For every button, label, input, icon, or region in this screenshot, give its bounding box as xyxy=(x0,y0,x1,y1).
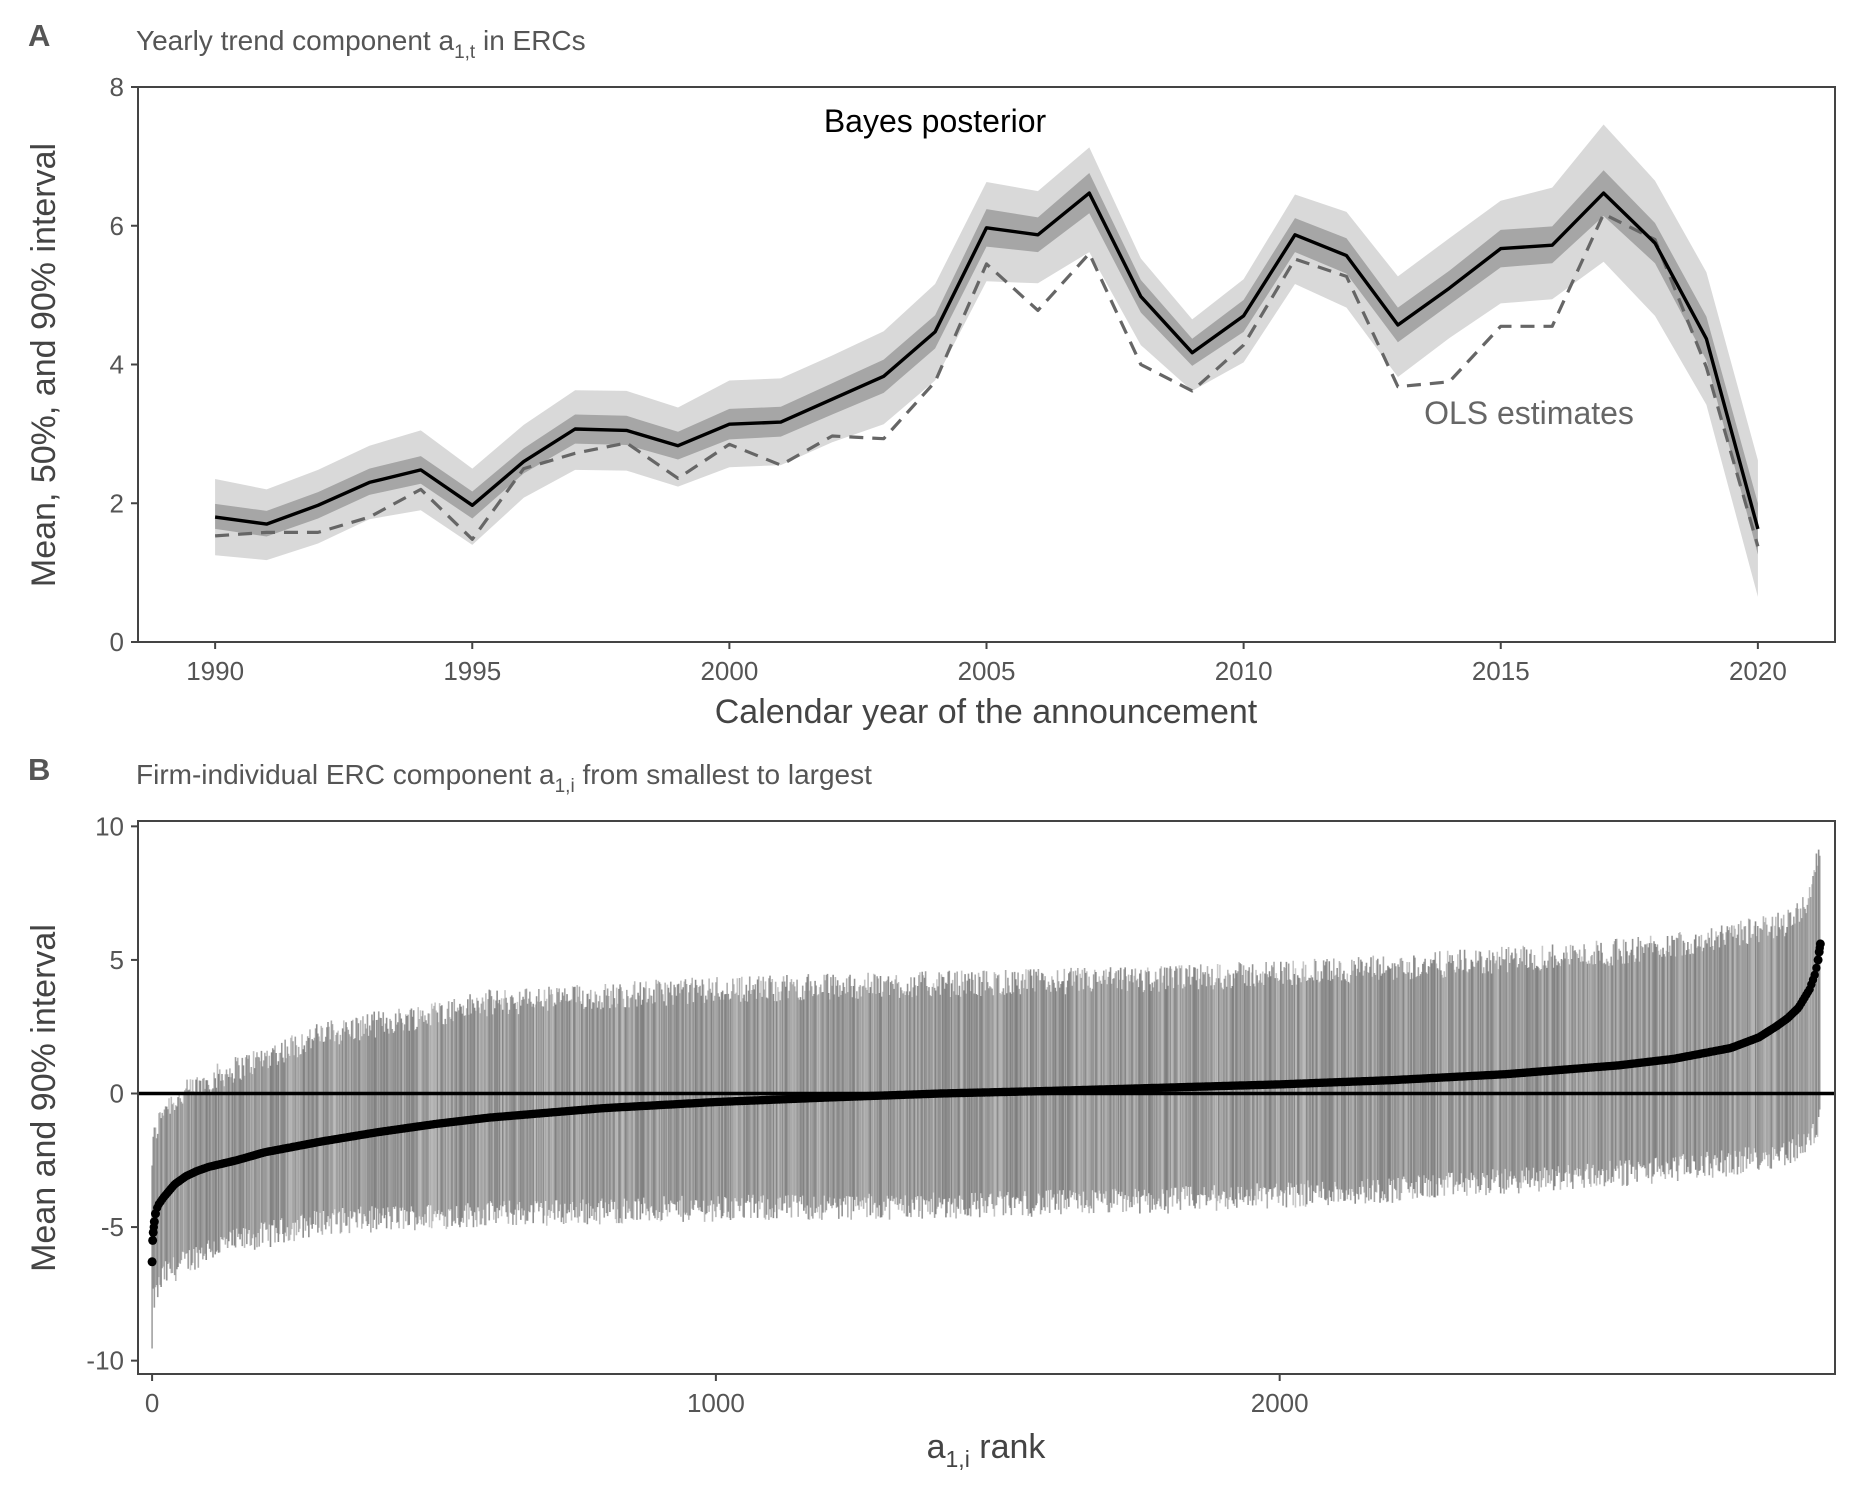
interval-bars xyxy=(151,849,1821,1349)
panel-b-x-title-rest: rank xyxy=(970,1428,1047,1466)
mean-point xyxy=(150,1209,160,1219)
panel-b-x-title-sub: 1,i xyxy=(946,1446,970,1472)
mean-points xyxy=(147,939,1825,1267)
panel-b-frame xyxy=(137,820,1836,1375)
ols-estimates-label: OLS estimates xyxy=(1424,395,1634,431)
panel-b-subtitle-rest: from smallest to largest xyxy=(575,759,872,790)
bayes-posterior-label: Bayes posterior xyxy=(824,103,1047,139)
panel-a-subtitle-main: Yearly trend component a xyxy=(136,25,454,56)
y-tick-label: 2 xyxy=(110,488,124,518)
panel-b-subtitle: Firm-individual ERC component a1,i from … xyxy=(136,759,872,797)
x-tick-label: 2000 xyxy=(700,656,758,686)
panel-b-plot-area xyxy=(138,849,1835,1349)
bayes-posterior-mean-line xyxy=(214,191,1760,530)
mean-point xyxy=(149,1217,159,1227)
x-tick-label: 2005 xyxy=(958,656,1016,686)
mean-point xyxy=(1813,955,1823,965)
x-tick-label: 2000 xyxy=(1251,1388,1309,1418)
panel-a-y-axis-title: Mean, 50%, and 90% interval xyxy=(25,143,63,587)
x-tick-label: 1990 xyxy=(186,656,244,686)
panel-b-x-axis-title: a1,i rank xyxy=(927,1428,1047,1472)
ols-estimates-line xyxy=(214,212,1760,547)
mean-point xyxy=(148,1227,158,1237)
panel-a-ticks: 1990 1995 2000 2005 2010 2015 2020 0 2 4 6 8 xyxy=(110,72,1787,686)
panel-b-y-axis-title: Mean and 90% interval xyxy=(25,924,63,1272)
panel-a-plot-area xyxy=(214,124,1760,597)
x-tick-label: 1995 xyxy=(443,656,501,686)
mean-point xyxy=(1815,939,1825,949)
mean-point xyxy=(147,1257,157,1267)
mean-point xyxy=(1810,970,1819,980)
y-tick-label: 0 xyxy=(110,1078,124,1108)
panel-b-subtitle-sub: 1,i xyxy=(555,776,575,797)
panel-b-x-title-main: a xyxy=(927,1428,946,1466)
panel-a-letter: A xyxy=(28,18,50,53)
y-tick-label: 4 xyxy=(110,350,124,380)
panel-b-ticks: 0 1000 2000 -10 -5 0 5 10 xyxy=(86,811,1308,1418)
x-tick-label: 2010 xyxy=(1215,656,1273,686)
mean-point xyxy=(1814,947,1824,957)
y-tick-label: 10 xyxy=(95,811,124,841)
y-tick-label: 8 xyxy=(110,72,124,102)
band-90-interval xyxy=(215,124,1758,597)
panel-b-letter: B xyxy=(28,752,50,787)
panel-a-subtitle: Yearly trend component a1,t in ERCs xyxy=(136,25,586,63)
panel-a-subtitle-sub: 1,t xyxy=(454,42,476,63)
band-50-interval xyxy=(215,170,1758,555)
panel-a: A Yearly trend component a1,t in ERCs 19… xyxy=(25,18,1836,731)
x-tick-label: 0 xyxy=(145,1388,159,1418)
panel-b-subtitle-main: Firm-individual ERC component a xyxy=(136,759,555,790)
panel-b: B Firm-individual ERC component a1,i fro… xyxy=(25,752,1836,1472)
y-tick-label: 5 xyxy=(110,945,124,975)
y-tick-label: 6 xyxy=(110,211,124,241)
y-tick-label: -5 xyxy=(101,1212,124,1242)
panel-a-x-axis-title: Calendar year of the announcement xyxy=(715,693,1258,731)
y-tick-label: 0 xyxy=(110,627,124,657)
panel-a-subtitle-rest: in ERCs xyxy=(475,25,585,56)
x-tick-label: 1000 xyxy=(687,1388,745,1418)
x-tick-label: 2015 xyxy=(1472,656,1530,686)
mean-point xyxy=(1812,963,1821,973)
mean-point xyxy=(148,1235,158,1245)
y-tick-label: -10 xyxy=(86,1346,124,1376)
x-tick-label: 2020 xyxy=(1729,656,1787,686)
